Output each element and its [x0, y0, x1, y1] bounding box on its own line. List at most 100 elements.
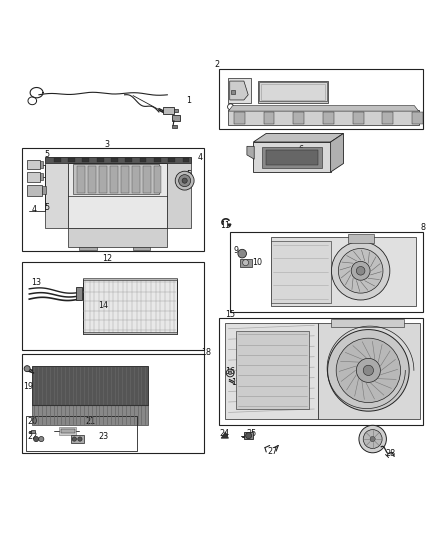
- Polygon shape: [229, 106, 419, 111]
- Bar: [21, 354, 204, 453]
- Bar: [82, 158, 89, 161]
- Circle shape: [357, 358, 380, 382]
- Polygon shape: [73, 164, 159, 193]
- Text: 4: 4: [32, 205, 37, 214]
- Bar: [293, 111, 304, 124]
- Bar: [27, 172, 40, 182]
- Bar: [234, 111, 245, 124]
- Bar: [88, 166, 96, 192]
- Bar: [125, 158, 132, 161]
- Text: 15: 15: [225, 310, 235, 319]
- Text: 16: 16: [226, 367, 236, 376]
- Bar: [132, 166, 140, 192]
- Bar: [219, 69, 423, 129]
- Text: 11: 11: [220, 221, 230, 230]
- Polygon shape: [68, 228, 167, 247]
- Polygon shape: [133, 247, 150, 250]
- Bar: [61, 429, 75, 433]
- Bar: [110, 166, 118, 192]
- Bar: [97, 158, 103, 161]
- Bar: [99, 166, 107, 192]
- Circle shape: [359, 425, 386, 453]
- Bar: [26, 416, 138, 451]
- Polygon shape: [228, 78, 251, 103]
- Circle shape: [332, 241, 390, 300]
- Bar: [353, 111, 364, 124]
- Polygon shape: [331, 319, 403, 327]
- Bar: [68, 158, 75, 161]
- Text: 5: 5: [45, 203, 50, 212]
- Circle shape: [336, 338, 401, 402]
- Bar: [32, 366, 148, 405]
- Bar: [71, 435, 84, 443]
- Text: 19: 19: [23, 382, 33, 391]
- Bar: [183, 158, 189, 161]
- Text: 21: 21: [85, 416, 95, 425]
- Text: 4: 4: [197, 153, 202, 162]
- Circle shape: [238, 249, 247, 258]
- Circle shape: [338, 248, 383, 293]
- Bar: [163, 107, 174, 114]
- Polygon shape: [45, 157, 191, 163]
- Polygon shape: [247, 147, 254, 159]
- Bar: [78, 166, 85, 192]
- Text: 2: 2: [214, 60, 219, 69]
- Circle shape: [246, 433, 251, 439]
- Bar: [40, 161, 43, 168]
- Polygon shape: [221, 432, 229, 438]
- Bar: [40, 173, 43, 180]
- Bar: [264, 111, 275, 124]
- Polygon shape: [318, 323, 420, 419]
- Bar: [27, 160, 40, 169]
- Text: 13: 13: [32, 278, 42, 287]
- Bar: [230, 90, 235, 93]
- Bar: [82, 279, 177, 334]
- Circle shape: [78, 437, 82, 441]
- Text: 20: 20: [27, 416, 37, 425]
- Text: 23: 23: [98, 432, 108, 441]
- Polygon shape: [230, 81, 248, 100]
- Bar: [42, 186, 46, 194]
- Text: 6: 6: [298, 145, 303, 154]
- Bar: [54, 158, 60, 161]
- Text: 18: 18: [201, 348, 211, 357]
- Bar: [172, 116, 180, 120]
- Polygon shape: [331, 133, 343, 172]
- Polygon shape: [68, 163, 167, 228]
- Text: 27: 27: [268, 447, 278, 456]
- Bar: [31, 430, 35, 433]
- Bar: [59, 427, 77, 435]
- Bar: [82, 332, 177, 334]
- Text: 5: 5: [187, 169, 191, 179]
- Circle shape: [24, 366, 30, 372]
- Text: 1: 1: [187, 96, 191, 106]
- Polygon shape: [262, 147, 322, 168]
- Text: 28: 28: [385, 449, 396, 458]
- Circle shape: [328, 329, 409, 411]
- Bar: [168, 158, 175, 161]
- Text: 5: 5: [45, 150, 50, 159]
- Bar: [21, 262, 204, 350]
- Circle shape: [370, 437, 375, 442]
- Polygon shape: [236, 331, 309, 409]
- Bar: [240, 259, 251, 266]
- Polygon shape: [229, 110, 419, 125]
- Polygon shape: [45, 163, 68, 228]
- Circle shape: [182, 178, 187, 183]
- Bar: [258, 81, 328, 102]
- Text: 12: 12: [102, 254, 113, 263]
- Bar: [259, 83, 327, 101]
- Bar: [82, 278, 177, 280]
- Bar: [27, 184, 42, 196]
- Text: 24: 24: [219, 429, 230, 438]
- Bar: [111, 158, 118, 161]
- Bar: [121, 166, 129, 192]
- Text: 8: 8: [420, 223, 425, 232]
- Text: 22: 22: [27, 432, 37, 441]
- Bar: [172, 125, 177, 128]
- Circle shape: [351, 261, 370, 280]
- Bar: [244, 432, 253, 439]
- Bar: [32, 405, 148, 425]
- Text: 26: 26: [366, 429, 376, 438]
- Circle shape: [229, 372, 232, 375]
